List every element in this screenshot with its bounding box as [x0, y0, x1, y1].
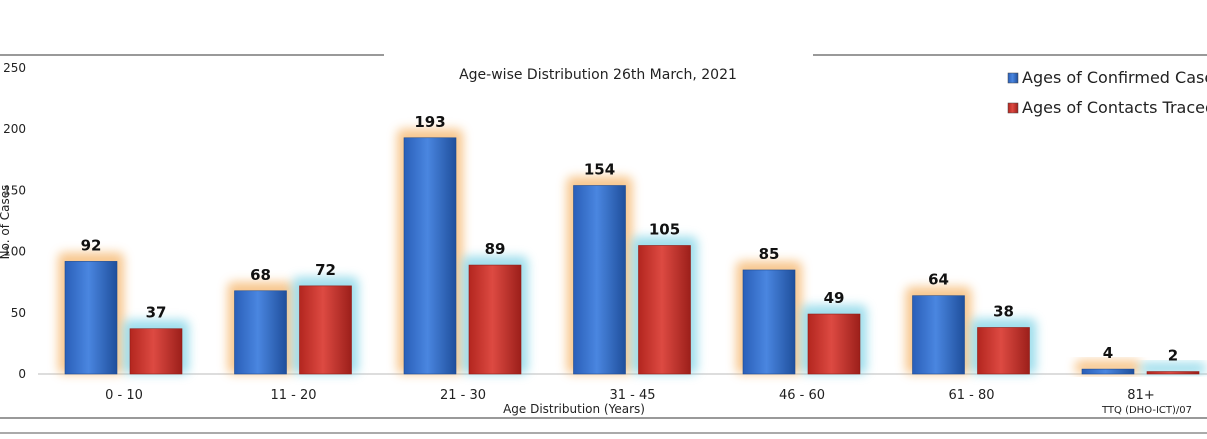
data-label: 2	[1168, 347, 1178, 365]
bar-confirmed-cases	[573, 185, 626, 375]
data-labels: 92 37 68 72 193 89 154 105 85 49 64 38 4 2	[81, 113, 1179, 365]
y-tick-label: 100	[3, 245, 26, 259]
bar-contacts-traced	[1146, 371, 1200, 375]
y-tick-label: 250	[3, 61, 26, 75]
bar-confirmed-cases	[742, 269, 796, 375]
bar-confirmed-cases	[234, 290, 287, 375]
data-label: 37	[146, 304, 167, 322]
bar-contacts-traced	[638, 245, 691, 375]
data-label: 68	[250, 266, 271, 284]
data-label: 85	[759, 245, 780, 263]
legend-swatch-confirmed	[1007, 72, 1019, 84]
y-tick-label: 150	[3, 183, 26, 197]
y-tick-label: 50	[11, 306, 26, 320]
bar-glow	[1140, 362, 1206, 374]
x-tick-label: 21 - 30	[440, 388, 486, 403]
x-tick-label: 31 - 45	[609, 388, 655, 403]
x-tick-label: 61 - 80	[948, 388, 994, 403]
x-axis-title: Age Distribution (Years)	[503, 402, 645, 416]
bar-glows	[58, 128, 1206, 374]
bar-contacts-traced	[807, 313, 861, 375]
data-label: 154	[584, 161, 615, 179]
data-label: 38	[993, 302, 1014, 320]
y-axis-title: No. of Cases	[0, 185, 12, 260]
x-tick-label: 46 - 60	[779, 388, 825, 403]
bar-confirmed-cases	[1081, 368, 1135, 375]
data-label: 49	[824, 289, 845, 307]
legend-swatch-contacts	[1007, 102, 1019, 114]
data-label: 64	[928, 271, 949, 289]
legend-label: Ages of Confirmed Cases	[1022, 68, 1207, 87]
bar-contacts-traced	[129, 328, 183, 375]
bar-contacts-traced	[299, 285, 352, 375]
x-tick-label: 81+	[1127, 388, 1154, 403]
data-label: 92	[81, 236, 102, 254]
y-tick-label: 0	[18, 367, 26, 381]
bar-confirmed-cases	[403, 137, 457, 375]
bar-confirmed-cases	[912, 295, 965, 375]
legend-label: Ages of Contacts Traced	[1022, 98, 1207, 117]
category-labels: 0 - 10 11 - 20 21 - 30 31 - 45 46 - 60 61 - 8…	[105, 388, 1155, 403]
bars	[64, 137, 1200, 375]
data-label: 89	[485, 240, 506, 258]
footnote: TTQ (DHO-ICT)/07	[1101, 405, 1192, 416]
bar-contacts-traced	[977, 327, 1030, 375]
chart-title: Age-wise Distribution 26th March, 2021	[459, 67, 737, 83]
x-tick-label: 11 - 20	[270, 388, 316, 403]
legend: Ages of Confirmed Cases Ages of Contacts …	[1007, 68, 1207, 117]
data-label: 193	[414, 113, 445, 131]
bar-contacts-traced	[468, 264, 522, 375]
data-label: 4	[1103, 344, 1113, 362]
y-axis-ticks: 0 50 100 150 200 250	[3, 61, 26, 381]
bar-confirmed-cases	[64, 261, 118, 375]
data-label: 72	[315, 261, 336, 279]
x-tick-label: 0 - 10	[105, 388, 143, 403]
data-label: 105	[649, 220, 680, 238]
y-tick-label: 200	[3, 122, 26, 136]
